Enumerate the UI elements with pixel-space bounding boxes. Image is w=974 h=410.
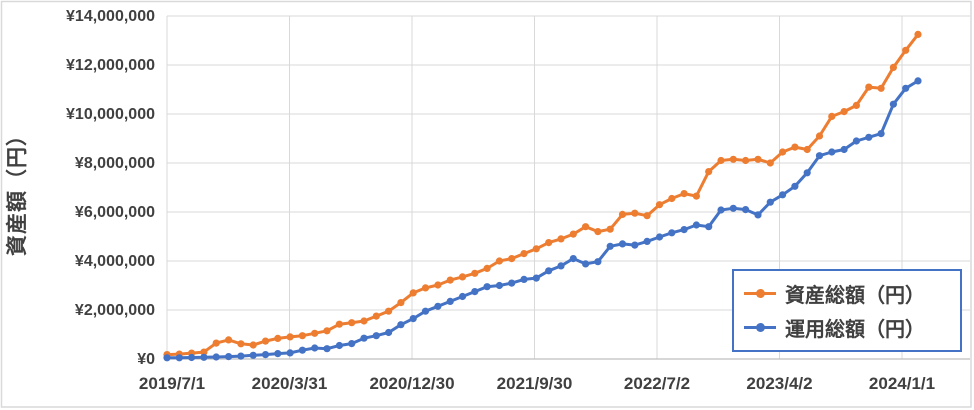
y-tick-label: ¥10,000,000 <box>66 106 155 123</box>
legend-line-marker-icon <box>744 322 776 334</box>
y-tick-label: ¥0 <box>137 351 155 368</box>
y-tick-label: ¥8,000,000 <box>75 155 155 172</box>
legend-label: 資産総額（円） <box>785 284 925 307</box>
x-tick-label: 2022/7/2 <box>624 374 690 393</box>
legend-line-marker-icon <box>744 287 776 299</box>
legend-item-total-assets: 資産総額（円） <box>744 279 950 308</box>
y-tick-label: ¥14,000,000 <box>66 8 155 25</box>
x-tick-label: 2021/9/30 <box>497 374 573 393</box>
x-tick-label: 2020/3/31 <box>252 374 328 393</box>
x-tick-label: 2023/4/2 <box>746 374 812 393</box>
y-tick-label: ¥6,000,000 <box>75 204 155 221</box>
legend-label: 運用総額（円） <box>785 319 925 342</box>
y-axis-title: 資産額（円） <box>5 124 29 256</box>
y-tick-label: ¥2,000,000 <box>75 302 155 319</box>
y-tick-label: ¥12,000,000 <box>66 57 155 74</box>
x-tick-label: 2024/1/1 <box>869 374 935 393</box>
data-series <box>163 30 922 362</box>
x-tick-label: 2019/7/1 <box>139 374 205 393</box>
legend-item-invested-total: 運用総額（円） <box>744 313 950 342</box>
x-tick-label: 2020/12/30 <box>369 374 454 393</box>
legend: 資産総額（円） 運用総額（円） <box>732 269 962 352</box>
y-tick-label: ¥4,000,000 <box>75 253 155 270</box>
